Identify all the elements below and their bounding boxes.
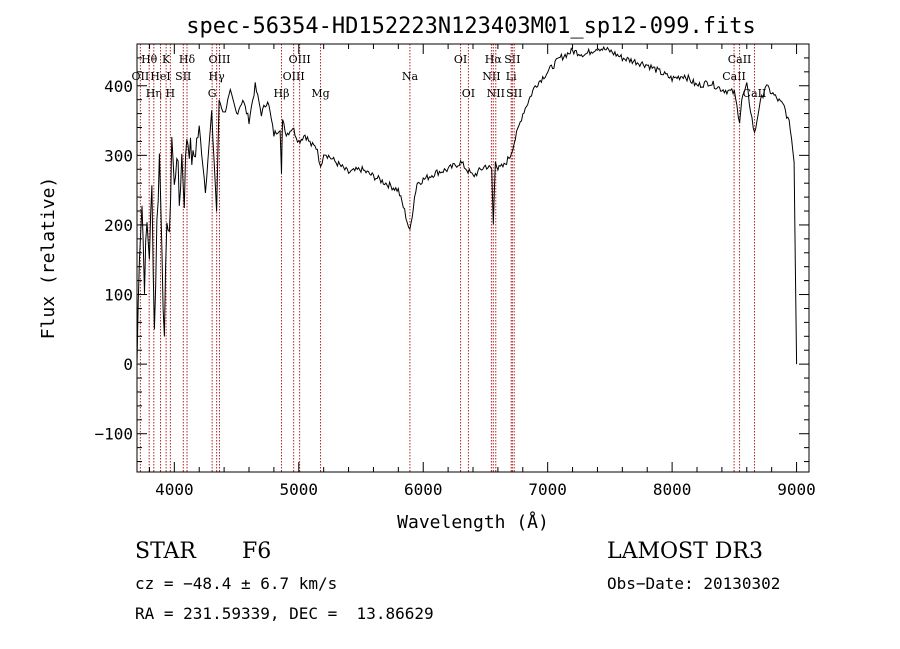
marker-label: Mg [311,87,329,100]
y-tick-label: 100 [104,286,133,305]
marker-label: HeI [150,70,170,83]
y-tick-label: 400 [104,77,133,96]
marker-label: Hδ [179,53,196,66]
marker-label: OII [132,70,150,83]
y-tick-label: −100 [94,425,133,444]
x-tick-label: 9000 [777,480,816,499]
x-tick-label: 8000 [653,480,692,499]
survey-label: LAMOST DR3 [607,539,763,564]
marker-label: OIII [208,53,230,66]
marker-label: SII [175,70,191,83]
marker-label: SII [506,87,522,100]
marker-label: Hη [146,87,162,100]
redshift-text: cz = −48.4 ± 6.7 km/s [135,574,338,593]
marker-label: OIII [283,70,305,83]
y-axis-label: Flux (relative) [38,177,59,340]
marker-label: SII [504,53,520,66]
marker-label: CaII [728,53,752,66]
obs-date-text: Obs−Date: 20130302 [607,574,781,593]
y-tick-label: 0 [123,355,133,374]
y-tick-label: 200 [104,216,133,235]
spectrum-line [136,45,798,365]
x-tick-label: 7000 [528,480,567,499]
coordinates-text: RA = 231.59339, DEC = 13.86629 [135,604,434,623]
x-tick-label: 6000 [404,480,443,499]
x-tick-label: 5000 [280,480,319,499]
marker-label: NII [482,70,500,83]
subclass-label: F6 [242,539,272,564]
marker-label: Li [506,70,517,83]
marker-label: K [162,53,171,66]
marker-label: CaII [722,70,746,83]
y-tick-label: 300 [104,146,133,165]
marker-label: H [166,87,176,100]
marker-label: OI [454,53,467,66]
marker-label: OIII [289,53,311,66]
class-label: STAR [135,539,196,564]
spectrum-series [136,45,798,365]
marker-label: Hγ [209,70,226,83]
marker-label: OI [462,87,475,100]
plot-frame [136,43,810,473]
marker-label: Hθ [141,53,158,66]
x-axis-label: Wavelength (Å) [397,511,549,533]
marker-label: Na [402,70,419,83]
marker-label: Hα [485,53,503,66]
marker-label: G [208,87,217,100]
x-axis-ticks: 4000 5000 6000 7000 8000 9000 [148,44,816,499]
chart-title: spec-56354-HD152223N123403M01_sp12-099.f… [186,14,756,39]
y-axis-ticks: −100 0 100 200 300 400 [94,57,809,463]
marker-label: Hβ [274,87,290,100]
marker-label: NII [487,87,505,100]
x-tick-label: 4000 [155,480,194,499]
